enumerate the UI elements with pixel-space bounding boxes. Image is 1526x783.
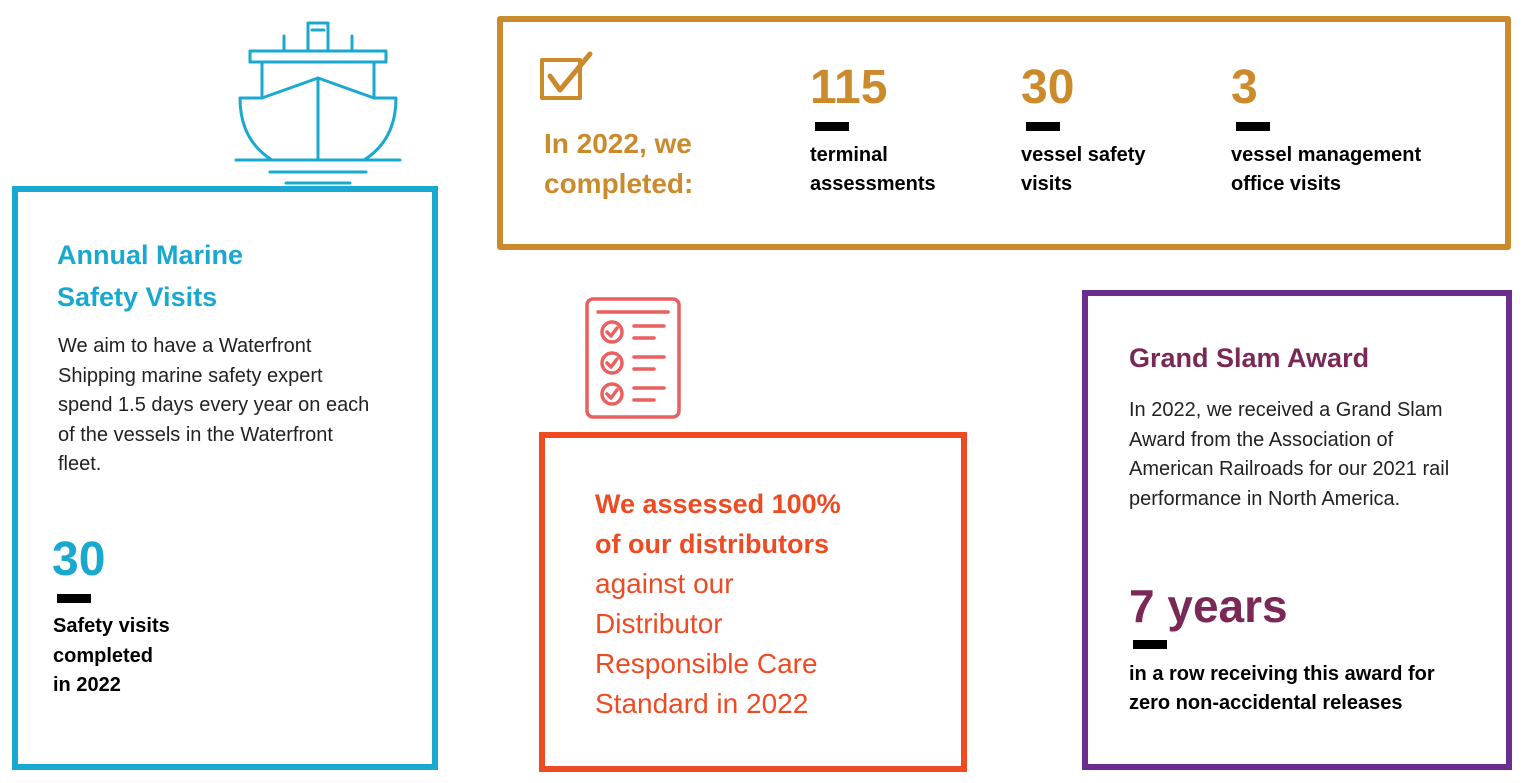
marine-safety-stat-label: Safety visits completed in 2022 xyxy=(53,615,170,696)
marine-safety-stat-value: 30 xyxy=(52,533,106,586)
stat-divider xyxy=(1236,122,1270,131)
award-panel xyxy=(1082,290,1512,770)
completed-stat: 115 xyxy=(810,60,887,116)
award-description: In 2022, we received a Grand Slam Award … xyxy=(1129,399,1450,510)
checklist-icon xyxy=(585,297,681,419)
award-stat-label: in a row receiving this award for zero n… xyxy=(1129,663,1435,714)
stat-divider xyxy=(815,122,849,131)
completed-stat-label: vessel management office visits xyxy=(1231,144,1422,195)
marine-safety-panel xyxy=(12,186,438,770)
checkbox-icon xyxy=(540,51,593,100)
completed-panel xyxy=(497,16,1511,250)
distributors-headline: of our distributors xyxy=(595,529,829,559)
distributors-headline: We assessed 100% xyxy=(595,489,841,519)
completed-stat-value: 3 xyxy=(1231,61,1258,114)
completed-stat-value: 30 xyxy=(1021,61,1075,114)
distributors-text: We assessed 100% of our distributors aga… xyxy=(595,484,935,724)
stat-divider xyxy=(1133,640,1167,649)
stat-divider xyxy=(57,594,91,603)
completed-stat-label: terminal assessments xyxy=(810,144,936,195)
stat-divider xyxy=(1026,122,1060,131)
award-title: Grand Slam Award xyxy=(1129,343,1370,373)
completed-stat-label: vessel safety visits xyxy=(1021,144,1146,195)
ship-icon xyxy=(234,21,402,185)
distributors-panel xyxy=(539,432,967,772)
completed-stat: 30 xyxy=(1021,60,1074,116)
completed-stat-value: 115 xyxy=(810,61,888,114)
completed-stat: 3 xyxy=(1231,60,1258,116)
completed-intro: In 2022, we completed: xyxy=(544,128,694,199)
marine-safety-title: Annual Marine Safety Visits xyxy=(57,240,244,312)
award-stat-value: 7 years xyxy=(1129,580,1288,632)
marine-safety-description: We aim to have a Waterfront Shipping mar… xyxy=(58,335,370,475)
